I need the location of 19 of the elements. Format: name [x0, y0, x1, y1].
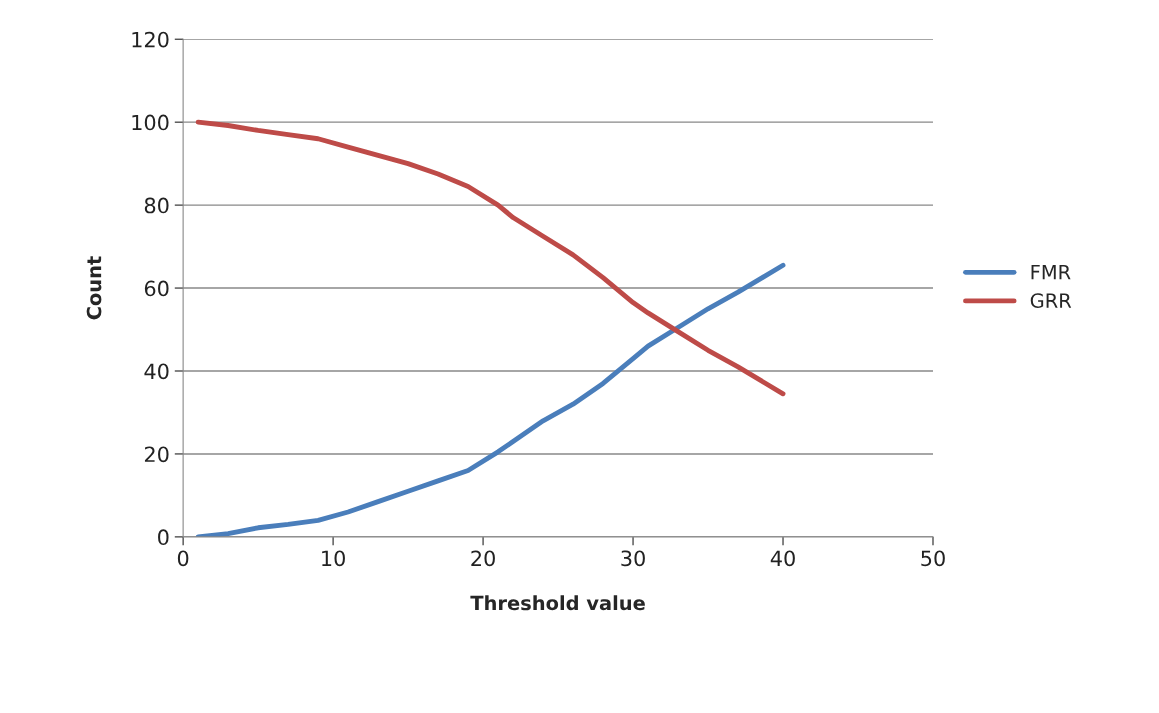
y-tick-label: 0: [158, 529, 169, 546]
x-tick-label: 20: [471, 550, 495, 567]
x-tick-label: 30: [621, 550, 645, 567]
x-axis-title: Threshold value: [470, 595, 645, 611]
legend-label: FMR: [1031, 264, 1071, 280]
x-tick-label: 50: [921, 550, 945, 567]
y-axis-title: Count: [86, 256, 102, 320]
y-tick-label: 40: [144, 363, 169, 380]
x-tick-label: 10: [322, 550, 345, 567]
x-tick-label: 40: [770, 550, 795, 567]
legend-label: GRR: [1030, 293, 1072, 308]
y-tick-label: 20: [144, 446, 169, 463]
line-series: [195, 119, 786, 397]
line-series: [195, 262, 786, 537]
x-tick-label: 0: [177, 550, 189, 567]
y-tick-label: 100: [132, 114, 169, 131]
y-tick-label: 60: [144, 280, 169, 297]
y-tick-label: 80: [144, 197, 169, 214]
y-tick-label: 120: [132, 31, 169, 48]
